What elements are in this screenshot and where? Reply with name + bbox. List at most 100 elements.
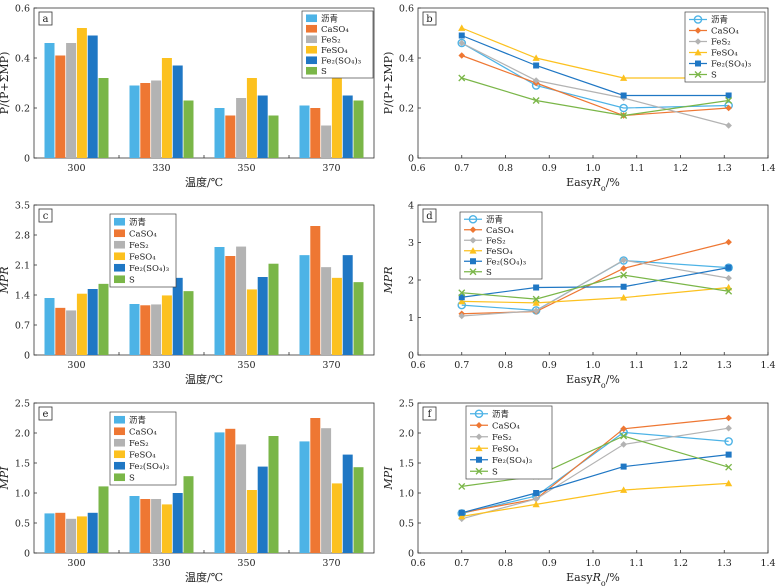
legend-marker	[694, 71, 702, 78]
legend-marker-stroke-b	[475, 467, 483, 475]
bar	[268, 436, 279, 553]
data-point	[620, 463, 627, 470]
x-tick-label: 1.0	[585, 163, 600, 174]
legend-item: Fe₂(SO₄)₃	[306, 55, 361, 66]
legend-item: FeSO₄	[114, 450, 156, 460]
bar	[257, 277, 268, 355]
series-line	[461, 42, 729, 127]
data-point	[620, 486, 628, 493]
data-point	[458, 32, 465, 39]
bar	[140, 305, 151, 355]
bar	[353, 100, 364, 158]
data-point	[458, 297, 466, 305]
y-tick-label: 0	[24, 154, 30, 165]
y-tick-label: 0.4	[399, 54, 414, 65]
data-point	[725, 92, 732, 99]
legend-item: CaSO₄	[464, 226, 514, 236]
bar	[246, 78, 257, 158]
data-point	[724, 437, 733, 446]
legend-label: S	[129, 275, 135, 285]
bar	[129, 85, 140, 158]
legend-item: FeS₂	[114, 240, 149, 251]
y-tick-label: 0.7	[15, 321, 30, 332]
data-point	[724, 263, 733, 272]
legend-label: 沥青	[129, 415, 146, 426]
bar	[161, 295, 172, 355]
x-axis-label: 温度/℃	[185, 175, 223, 189]
chart-panel-c: 0 0.7 1.4 2.1 2.8 3.5 300 330 350 370 温度/℃ MPR c 沥青Ca…	[0, 201, 375, 386]
legend-label: 沥青	[486, 214, 503, 225]
legend-label: FeS₂	[129, 439, 149, 449]
bar	[321, 428, 332, 553]
legend-item: CaSO₄	[114, 229, 157, 239]
chart-panel-d: 0 1 2 3 4 0.6 0.7 0.8 0.9 1.0 1.1 1.2 1.3 1.4 EasyRo/%…	[382, 201, 776, 390]
bar	[331, 78, 342, 158]
chart-panel-a: 0 0.2 0.4 0.6 300 330 350 370 温度/℃ P/(P+ΣMP) a 沥青Ca…	[0, 4, 375, 189]
legend-item: FeS₂	[464, 236, 506, 246]
bar	[140, 499, 151, 553]
bar	[87, 512, 98, 553]
panel-label-box	[38, 406, 53, 421]
legend-label: Fe₂(SO₄)₃	[129, 263, 169, 274]
data-point	[532, 495, 540, 503]
x-tick-label: 0.6	[410, 163, 425, 174]
legend-label: Fe₂(SO₄)₃	[486, 256, 526, 267]
legend-item: 沥青	[114, 415, 146, 426]
x-axis-label: 温度/℃	[185, 570, 223, 584]
legend-marker-stroke-b	[469, 268, 477, 276]
series-3	[458, 283, 733, 306]
data-point	[533, 62, 540, 69]
bar	[353, 282, 364, 355]
legend-marker	[695, 60, 701, 67]
y-tick-label: 1.0	[399, 489, 414, 500]
bar	[353, 467, 364, 553]
series-4	[458, 451, 732, 516]
x-tick-label: 350	[237, 558, 255, 569]
y-tick-label: 1.5	[15, 459, 30, 470]
legend-item: 沥青	[470, 409, 509, 420]
panel-label: f	[428, 409, 433, 420]
bar	[321, 125, 332, 158]
x-tick-label: 300	[67, 163, 85, 174]
legend-marker	[694, 48, 702, 56]
legend-item: FeSO₄	[689, 49, 738, 59]
legend-label: FeSO₄	[129, 450, 156, 460]
legend-label: 沥青	[321, 13, 338, 24]
legend-item: S	[464, 268, 492, 278]
bar	[236, 444, 247, 553]
x-tick-label: 330	[152, 558, 170, 569]
bar	[151, 304, 162, 355]
legend-item: S	[114, 275, 135, 285]
legend-swatch	[306, 24, 317, 33]
y-axis-label: MPR	[0, 267, 11, 295]
y-tick-label: 4	[408, 201, 414, 212]
bar	[183, 476, 194, 553]
data-point	[533, 284, 540, 291]
panel-label: a	[43, 14, 49, 25]
legend-item: CaSO₄	[470, 421, 520, 431]
data-point	[620, 294, 628, 301]
data-point	[532, 299, 540, 306]
data-point	[458, 512, 466, 520]
y-tick-label: 0.5	[15, 519, 30, 530]
panel-label-box	[422, 208, 437, 223]
x-axis-label: EasyRo/%	[566, 373, 620, 390]
bar	[257, 95, 268, 158]
legend-item: Fe₂(SO₄)₃	[464, 256, 526, 267]
y-tick-label: 1.4	[15, 291, 30, 302]
bar	[129, 304, 140, 355]
bar	[140, 83, 151, 158]
data-point	[620, 425, 627, 433]
legend-swatch	[114, 263, 125, 272]
legend-item: FeSO₄	[464, 247, 513, 257]
legend-item: FeS₂	[470, 433, 512, 443]
data-point	[457, 38, 467, 48]
bar	[44, 43, 55, 158]
bar	[161, 504, 172, 553]
legend-label: Fe₂(SO₄)₃	[321, 55, 361, 66]
chart-panel-f: 0 0.5 1.0 1.5 2.0 2.5 0.6 0.7 0.8 0.9 1.0 1.1 1.2 1.3…	[382, 399, 776, 586]
x-tick-label: 1.3	[717, 163, 732, 174]
